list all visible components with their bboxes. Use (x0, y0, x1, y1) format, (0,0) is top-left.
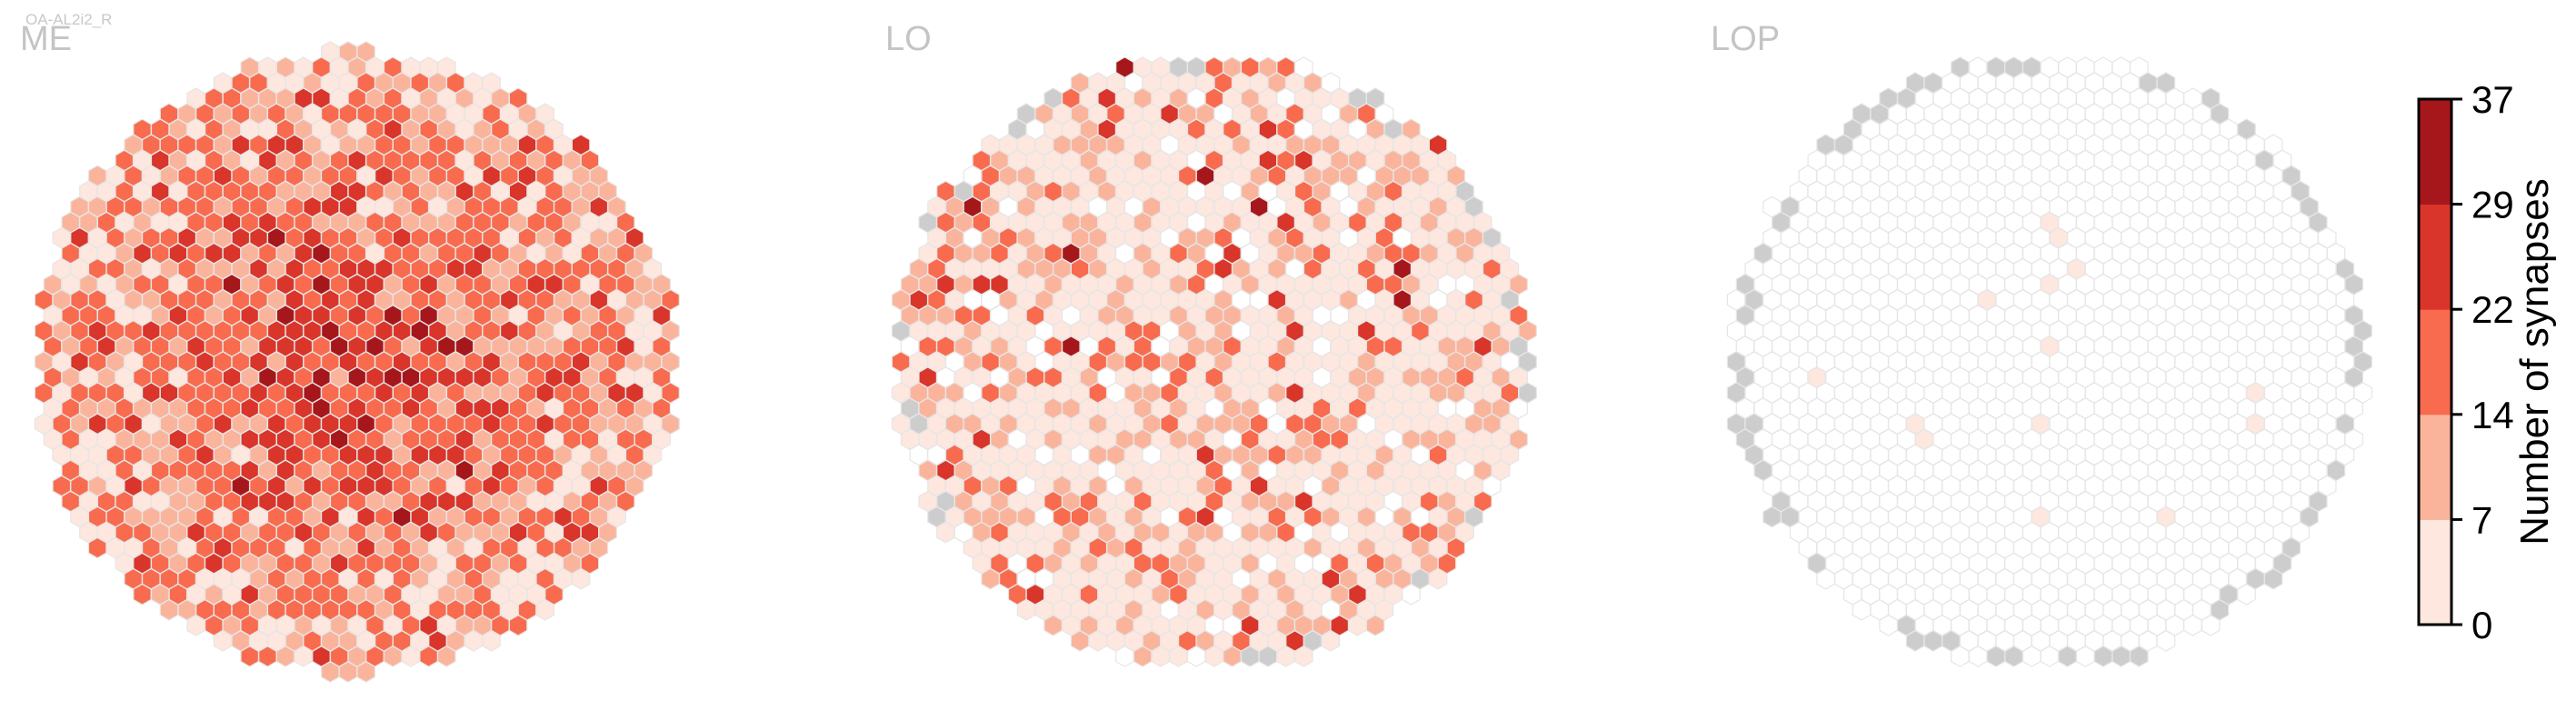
hex-column (508, 614, 528, 636)
colorbar-ticks: 0 7 14 22 29 37 (2451, 78, 2514, 646)
hex-column (2040, 646, 2060, 667)
hex-column (321, 661, 340, 683)
hex-column (2263, 567, 2283, 590)
hex-column (1070, 630, 1090, 652)
hex-column (87, 536, 107, 559)
colorbar-bin (2419, 519, 2451, 626)
hex-column (1365, 614, 1385, 636)
hex-column (2130, 646, 2149, 667)
colorbar-bin (2419, 99, 2451, 205)
colorbar-tick-label: 7 (2471, 498, 2492, 541)
hex-column (1276, 646, 1295, 667)
hex-column (1816, 567, 1835, 590)
panel-title-lop: LOP (1711, 20, 1781, 58)
hex-column (2156, 630, 2176, 652)
hex-column (1762, 506, 1782, 528)
hex-column (1204, 646, 1224, 667)
hex-column (1986, 646, 2006, 667)
hex-column (571, 567, 591, 590)
hex-column (1428, 567, 1448, 590)
hex-column (1133, 646, 1153, 667)
hex-column (1879, 614, 1898, 636)
hex-column (2112, 646, 2131, 667)
hex-column (133, 583, 152, 606)
hex-column (2058, 646, 2077, 667)
colorbar: 0 7 14 22 29 37 Number of synapses (2417, 78, 2557, 646)
hex-column (294, 646, 314, 667)
hex-column (186, 614, 205, 636)
hex-column (1151, 646, 1171, 667)
hex-column (1321, 630, 1341, 652)
colorbar-tick-label: 14 (2471, 394, 2514, 436)
hex-column (2075, 646, 2095, 667)
hex-column (981, 567, 1000, 590)
colorbar-tick-label: 22 (2471, 288, 2514, 331)
cell-type-label: OA-AL2i2_R (25, 11, 113, 28)
colorbar-bin (2419, 309, 2451, 416)
hex-column (437, 646, 456, 667)
panel-title-lo: LO (885, 20, 932, 58)
hex-column (1115, 646, 1134, 667)
hex-column (1088, 630, 1108, 652)
colorbar-bin (2419, 204, 2451, 310)
colorbar-bin (2419, 414, 2451, 520)
hex-column (159, 598, 179, 621)
hex-column (1294, 646, 1313, 667)
hex-column (2004, 646, 2023, 667)
hex-column (936, 521, 955, 544)
panel-title-me: ME (20, 20, 72, 58)
hex-column (258, 646, 277, 667)
hexmap-panel-lo (891, 56, 1537, 667)
hexmap-panel-me (34, 41, 680, 683)
hex-column (383, 646, 403, 667)
hex-column (2022, 646, 2042, 667)
hex-column (1258, 646, 1278, 667)
hex-column (1016, 598, 1036, 621)
hex-column (419, 646, 438, 667)
colorbar-tick-label: 29 (2471, 184, 2514, 226)
hex-column (1043, 614, 1063, 636)
hexmap-panel-lop (1726, 56, 2372, 667)
hex-column (2183, 614, 2202, 636)
colorbar-bins (2419, 99, 2451, 626)
hex-column (2237, 583, 2256, 606)
hex-column (1223, 646, 1242, 667)
colorbar-tick-label: 0 (2471, 604, 2492, 646)
hex-column (1905, 630, 1925, 652)
colorbar-tick-label: 37 (2471, 78, 2514, 121)
hex-column (338, 661, 358, 683)
hex-column (1402, 583, 1421, 606)
hex-column (401, 646, 421, 667)
hex-column (1923, 630, 1943, 652)
hex-column (1852, 598, 1872, 621)
hex-column (240, 646, 259, 667)
hex-column (275, 646, 295, 667)
hex-column (1951, 646, 1970, 667)
hex-column (356, 661, 375, 683)
hex-column (2093, 646, 2113, 667)
hex-column (2201, 614, 2221, 636)
hex-column (1348, 614, 1367, 636)
hex-column (1968, 646, 1988, 667)
hex-column (1169, 646, 1188, 667)
hex-column (535, 598, 554, 621)
hex-column (213, 630, 233, 652)
hex-column (1240, 646, 1260, 667)
hex-column (482, 630, 501, 652)
colorbar-label: Number of synapses (2512, 178, 2557, 546)
hex-column (464, 630, 484, 652)
hex-column (1186, 646, 1206, 667)
